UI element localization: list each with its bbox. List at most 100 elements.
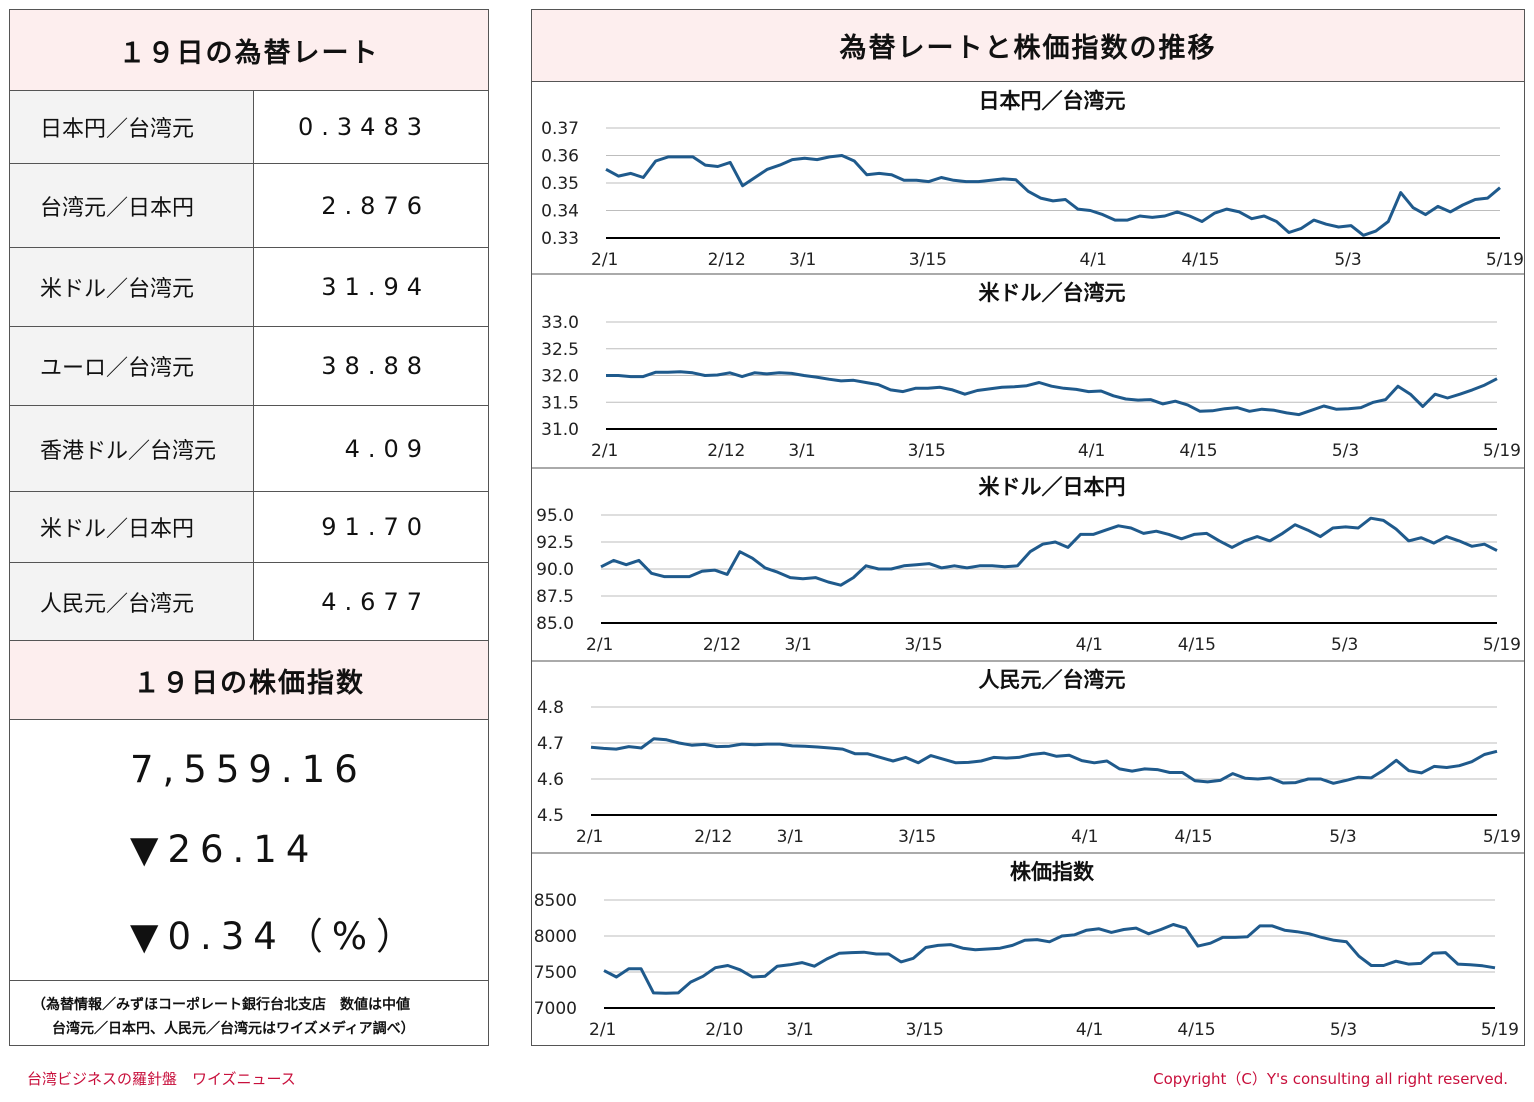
rate-name: 人民元／台湾元 (10, 563, 254, 640)
chart-title: 米ドル／台湾元 (979, 281, 1126, 305)
y-tick-label: 7500 (534, 963, 577, 983)
x-tick-label: 5/19 (1486, 250, 1524, 270)
stock-title: １９日の株価指数 (10, 640, 488, 720)
rate-name: 米ドル／日本円 (10, 492, 254, 562)
x-tick-label: 4/15 (1178, 635, 1216, 655)
y-tick-label: 0.37 (541, 119, 579, 139)
x-tick-label: 2/1 (589, 1020, 616, 1040)
rate-row: 台湾元／日本円 2.876 (10, 163, 488, 247)
source-note-line2: 台湾元／日本円、人民元／台湾元はワイズメディア調べ） (52, 1021, 415, 1037)
x-tick-label: 2/12 (694, 827, 732, 847)
series-line (605, 154, 1501, 237)
x-tick-label: 5/3 (1332, 441, 1359, 461)
series-line (590, 737, 1498, 785)
x-tick-label: 5/3 (1334, 250, 1361, 270)
x-tick-label: 4/15 (1174, 827, 1212, 847)
x-tick-label: 5/19 (1483, 441, 1521, 461)
rate-name: ユーロ／台湾元 (10, 327, 254, 405)
y-tick-label: 87.5 (536, 587, 574, 607)
charts-panel: 為替レートと株価指数の推移 日本円／台湾元 0.37 0.36 0.35 0.34 0.3… (531, 9, 1525, 1046)
x-tick-label: 3/1 (786, 1020, 813, 1040)
x-tick-label: 5/3 (1331, 635, 1358, 655)
y-tick-label: 4.6 (537, 770, 564, 790)
rate-row: 米ドル／台湾元 31.94 (10, 247, 488, 326)
y-tick-label: 90.0 (536, 560, 574, 580)
rate-row: 米ドル／日本円 91.70 (10, 491, 488, 562)
x-tick-label: 5/19 (1481, 1020, 1519, 1040)
x-tick-label: 2/12 (708, 250, 746, 270)
y-tick-label: 32.5 (541, 340, 579, 360)
y-tick-label: 4.5 (537, 806, 564, 826)
chart-title: 株価指数 (1010, 860, 1095, 884)
rate-name: 米ドル／台湾元 (10, 248, 254, 326)
rates-title: １９日の為替レート (10, 10, 488, 90)
chart-1: 日本円／台湾元 0.37 0.36 0.35 0.34 0.33 2/1 2/12 3/1 3/1… (541, 89, 1524, 270)
y-tick-label: 8500 (534, 891, 577, 911)
rate-value: 38.88 (321, 352, 430, 380)
stock-change: ▼26.14 (130, 828, 319, 871)
footer-brand: 台湾ビジネスの羅針盤 ワイズニュース (27, 1070, 296, 1088)
chart-4: 人民元／台湾元 4.8 4.7 4.6 4.5 2/1 2/12 3/1 3/15 4/1 4/15… (532, 660, 1524, 847)
y-tick-label: 0.36 (541, 147, 579, 167)
x-tick-label: 2/1 (591, 441, 618, 461)
rate-row: 人民元／台湾元 4.677 (10, 562, 488, 640)
x-tick-label: 3/15 (906, 1020, 944, 1040)
y-tick-label: 0.35 (541, 174, 579, 194)
rate-value: 2.876 (321, 191, 430, 220)
series-line (606, 370, 1498, 417)
y-tick-label: 7000 (534, 999, 577, 1019)
x-tick-label: 2/12 (707, 441, 745, 461)
y-tick-label: 33.0 (541, 313, 579, 333)
rate-name: 香港ドル／台湾元 (10, 406, 254, 491)
x-tick-label: 3/1 (784, 635, 811, 655)
chart-2: 米ドル／台湾元 33.0 32.5 32.0 31.5 31.0 2/1 2/12 3/1 3/1… (532, 273, 1524, 461)
y-tick-label: 8000 (534, 927, 577, 947)
series-line (603, 923, 1496, 995)
rate-value: 4.677 (321, 587, 430, 616)
x-tick-label: 3/1 (788, 441, 815, 461)
x-tick-label: 4/15 (1181, 250, 1219, 270)
x-tick-label: 3/1 (789, 250, 816, 270)
rate-name: 台湾元／日本円 (10, 164, 254, 247)
y-tick-label: 95.0 (536, 506, 574, 526)
x-tick-label: 4/1 (1076, 1020, 1103, 1040)
x-tick-label: 2/1 (586, 635, 613, 655)
source-note-line1: （為替情報／みずほコーポレート銀行台北支店 数値は中値 (32, 997, 410, 1013)
x-tick-label: 5/19 (1483, 827, 1521, 847)
rate-row: ユーロ／台湾元 38.88 (10, 326, 488, 405)
x-tick-label: 5/3 (1329, 827, 1356, 847)
chart-5: 株価指数 8500 8000 7500 7000 2/1 2/10 3/1 3/15 4/1 4/1… (532, 852, 1524, 1040)
rate-value: 31.94 (321, 273, 430, 301)
series-line (600, 516, 1498, 587)
x-tick-label: 4/1 (1071, 827, 1098, 847)
chart-title: 日本円／台湾元 (979, 89, 1126, 113)
x-tick-label: 3/15 (898, 827, 936, 847)
x-tick-label: 4/1 (1076, 635, 1103, 655)
x-tick-label: 2/12 (703, 635, 741, 655)
y-tick-label: 32.0 (541, 367, 579, 387)
rates-panel: １９日の為替レート 日本円／台湾元 0.3483 台湾元／日本円 2.876 米… (9, 9, 489, 1046)
rate-row: 香港ドル／台湾元 4.09 (10, 405, 488, 491)
x-tick-label: 4/15 (1177, 1020, 1215, 1040)
rate-value: 91.70 (321, 513, 430, 541)
y-tick-label: 31.0 (541, 420, 579, 440)
y-tick-label: 85.0 (536, 614, 574, 634)
y-tick-label: 0.33 (541, 229, 579, 249)
rate-value: 4.09 (344, 434, 430, 463)
x-tick-label: 2/1 (591, 250, 618, 270)
x-tick-label: 3/15 (904, 635, 942, 655)
y-tick-label: 0.34 (541, 202, 579, 222)
x-tick-label: 5/3 (1330, 1020, 1357, 1040)
x-tick-label: 2/10 (705, 1020, 743, 1040)
footer-copyright: Copyright（C）Y's consulting all right res… (1153, 1070, 1508, 1088)
y-tick-label: 92.5 (536, 533, 574, 553)
source-note: （為替情報／みずほコーポレート銀行台北支店 数値は中値 台湾元／日本円、人民元／… (10, 980, 488, 1046)
x-tick-label: 4/1 (1078, 441, 1105, 461)
x-tick-label: 2/1 (576, 827, 603, 847)
x-tick-label: 4/15 (1179, 441, 1217, 461)
charts-title: 為替レートと株価指数の推移 (532, 10, 1524, 82)
x-tick-label: 3/1 (777, 827, 804, 847)
rate-row: 日本円／台湾元 0.3483 (10, 90, 488, 163)
x-tick-label: 3/15 (908, 441, 946, 461)
stock-change-pct: ▼0.34（%） (130, 915, 422, 958)
